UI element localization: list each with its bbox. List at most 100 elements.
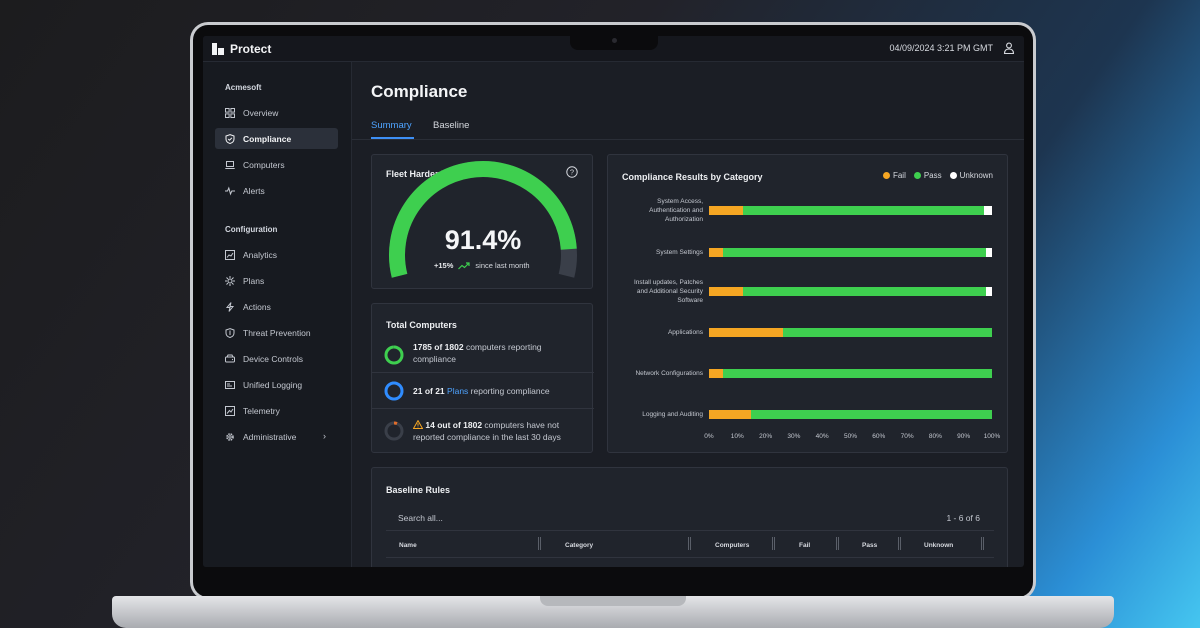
- camera-notch: [570, 36, 658, 50]
- bar-unknown[interactable]: [986, 247, 992, 257]
- sidebar-item-telemetry[interactable]: Telemetry: [215, 400, 338, 421]
- column-resize-handle[interactable]: [688, 537, 691, 550]
- bolt-icon: [225, 301, 235, 312]
- category-label-line: Applications: [667, 328, 703, 336]
- plans-link[interactable]: Plans: [447, 386, 469, 396]
- not-reported-ring-icon: [384, 421, 404, 441]
- category-label: Install updates, Patches and Additional S…: [603, 278, 703, 305]
- category-label-line: Software: [677, 296, 703, 304]
- bar-fail[interactable]: [709, 368, 724, 378]
- protect-logo-icon: [212, 43, 224, 55]
- bar-pass[interactable]: [782, 327, 992, 337]
- bar-pass[interactable]: [742, 286, 987, 296]
- sidebar-item-administrative[interactable]: Administrative ›: [215, 426, 338, 447]
- tab-baseline[interactable]: Baseline: [433, 120, 470, 131]
- sidebar-item-unified-logging[interactable]: Unified Logging: [215, 374, 338, 395]
- shield-icon: [225, 133, 235, 144]
- gauge-fill: [389, 161, 577, 278]
- compliance-chart-card: Compliance Results by Category Fail Pass…: [607, 154, 1008, 453]
- not-reported-count: 14 out of 1802: [425, 420, 483, 430]
- sidebar-item-alerts[interactable]: Alerts: [215, 180, 338, 201]
- sidebar-item-label: Actions: [243, 301, 271, 312]
- org-name: Acmesoft: [225, 83, 262, 92]
- category-label-line: Logging and Auditing: [642, 410, 703, 418]
- sidebar-item-label: Unified Logging: [243, 379, 303, 390]
- drive-icon: [225, 354, 235, 362]
- chart-title: Compliance Results by Category: [622, 172, 763, 182]
- bar-pass[interactable]: [751, 409, 992, 419]
- help-icon[interactable]: ?: [566, 166, 578, 178]
- legend-pass[interactable]: Pass: [913, 171, 942, 180]
- bar-fail[interactable]: [709, 327, 783, 337]
- score-delta-value: +15%: [434, 261, 454, 270]
- bar-fail[interactable]: [709, 286, 743, 296]
- bar-fail[interactable]: [709, 205, 743, 215]
- sidebar-item-compliance[interactable]: Compliance: [215, 128, 338, 149]
- sidebar-item-overview[interactable]: Overview: [215, 102, 338, 123]
- bar-pass[interactable]: [723, 247, 987, 257]
- search-bar: Search all... 1 - 6 of 6: [386, 503, 994, 531]
- plans-reporting-count: 21 of 21: [413, 386, 445, 396]
- app-logo[interactable]: Protect: [212, 42, 271, 56]
- column-resize-handle[interactable]: [898, 537, 901, 550]
- laptop-icon: [225, 160, 235, 169]
- category-label-line: System Access,: [657, 197, 703, 205]
- bar-pass[interactable]: [723, 368, 992, 378]
- legend-unknown[interactable]: Unknown: [949, 171, 993, 180]
- x-tick-label: 60%: [872, 433, 886, 440]
- baseline-rules-title: Baseline Rules: [386, 485, 451, 495]
- warning-icon: [412, 419, 424, 429]
- sidebar-item-label: Plans: [243, 275, 265, 286]
- column-resize-handle[interactable]: [981, 537, 984, 550]
- bar-fail[interactable]: [709, 247, 724, 257]
- column-resize-handle[interactable]: [772, 537, 775, 550]
- column-resize-handle[interactable]: [538, 537, 541, 550]
- sidebar-item-device-controls[interactable]: Device Controls: [215, 348, 338, 369]
- baseline-rules-card: Baseline Rules Search all... 1 - 6 of 6 …: [371, 467, 1008, 567]
- user-icon[interactable]: [1003, 42, 1015, 54]
- column-header-pass[interactable]: Pass: [862, 542, 878, 549]
- sidebar-item-label: Telemetry: [243, 405, 280, 416]
- trend-up-icon: [458, 261, 471, 269]
- table-header-divider: [386, 557, 994, 558]
- sidebar-item-computers[interactable]: Computers: [215, 154, 338, 175]
- not-reported-label: computers have not reported compliance i…: [413, 420, 561, 442]
- computers-reporting-text: 1785 of 1802 computers reporting complia…: [413, 341, 583, 365]
- active-tab-indicator: [371, 137, 414, 139]
- column-resize-handle[interactable]: [836, 537, 839, 550]
- category-label-line: and Additional Security: [636, 287, 703, 295]
- laptop-base: [112, 596, 1114, 628]
- column-header-category[interactable]: Category: [565, 542, 594, 549]
- bar-pass[interactable]: [742, 205, 984, 215]
- bar-unknown[interactable]: [986, 286, 992, 296]
- app-title: Protect: [230, 42, 272, 56]
- sidebar-item-label: Analytics: [243, 249, 278, 260]
- sidebar-item-analytics[interactable]: Analytics: [215, 244, 338, 265]
- category-label-line: System Settings: [656, 248, 703, 256]
- column-header-computers[interactable]: Computers: [715, 542, 750, 549]
- plans-ring-icon: [384, 381, 404, 401]
- bar-fail[interactable]: [709, 409, 752, 419]
- column-header-unknown[interactable]: Unknown: [924, 542, 954, 549]
- sidebar-item-threat-prevention[interactable]: Threat Prevention: [215, 322, 338, 343]
- computers-reporting-count: 1785 of 1802: [413, 342, 464, 352]
- legend-fail[interactable]: Fail: [882, 171, 906, 180]
- sidebar-item-label: Compliance: [243, 133, 292, 144]
- sidebar-item-label: Overview: [243, 107, 279, 118]
- search-input[interactable]: Search all...: [398, 513, 443, 523]
- sidebar-item-label: Threat Prevention: [243, 327, 311, 338]
- tab-summary[interactable]: Summary: [371, 120, 412, 131]
- pulse-icon: [225, 186, 235, 195]
- column-header-name[interactable]: Name: [399, 542, 417, 549]
- x-tick-label: 70%: [900, 433, 914, 440]
- bar-unknown[interactable]: [983, 205, 992, 215]
- chevron-right-icon[interactable]: ›: [323, 431, 326, 441]
- sidebar-item-plans[interactable]: Plans: [215, 270, 338, 291]
- column-header-fail[interactable]: Fail: [799, 542, 811, 549]
- sidebar-item-actions[interactable]: Actions: [215, 296, 338, 317]
- pagination-label: 1 - 6 of 6: [946, 513, 980, 523]
- category-label-line: Install updates, Patches: [633, 278, 703, 286]
- laptop-groove: [540, 596, 686, 606]
- total-computers-card: Total Computers 1785 of 1802 computers r…: [371, 303, 594, 453]
- datetime: 04/09/2024 3:21 PM GMT: [889, 43, 993, 53]
